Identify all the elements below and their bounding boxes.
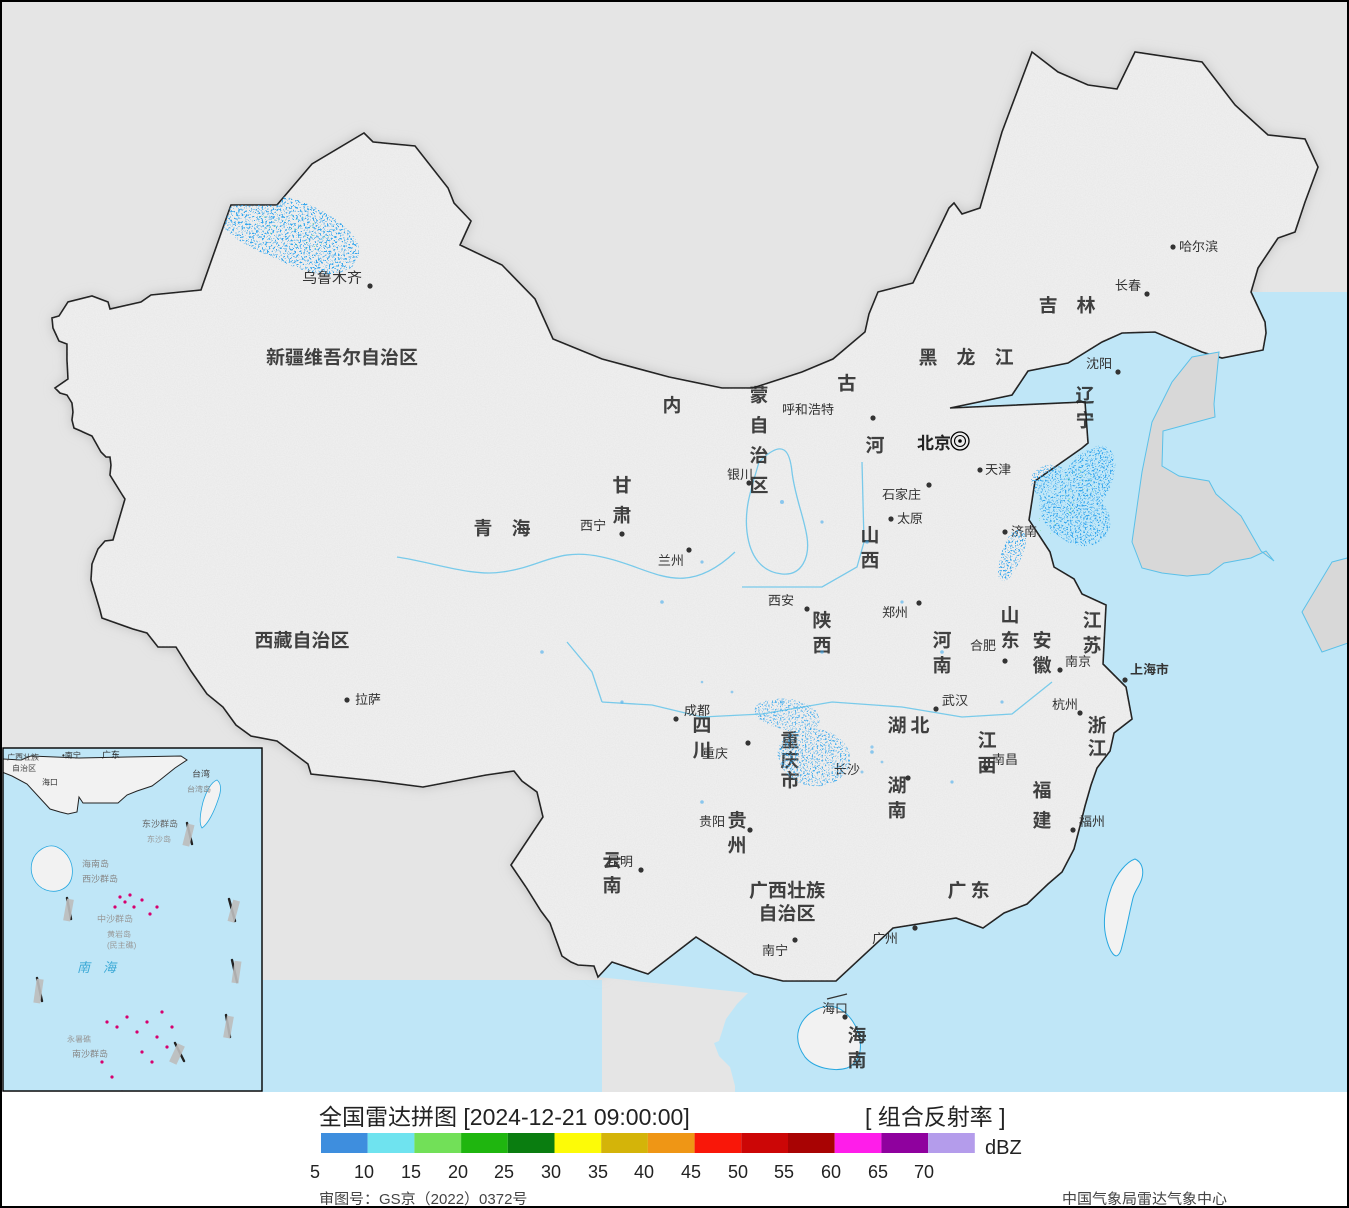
svg-text:南京: 南京 [1065,654,1091,669]
svg-text:海南岛: 海南岛 [82,859,109,869]
svg-text:湖: 湖 [887,716,906,737]
svg-text:西宁: 西宁 [580,518,606,533]
svg-text:南: 南 [932,656,951,677]
svg-text:安: 安 [1032,630,1051,652]
svg-text:南: 南 [847,1051,866,1072]
svg-text:广: 广 [947,880,966,902]
svg-text:武汉: 武汉 [942,693,968,708]
svg-text:沈阳: 沈阳 [1086,356,1112,371]
svg-text:宁: 宁 [1075,410,1094,432]
svg-text:湖: 湖 [887,776,906,797]
svg-text:南沙群岛: 南沙群岛 [72,1049,108,1059]
svg-text:银川: 银川 [727,467,753,482]
svg-text:肃: 肃 [612,506,631,527]
svg-text:•南宁: •南宁 [62,751,81,760]
svg-text:古: 古 [837,374,856,395]
svg-text:天津: 天津 [985,462,1011,477]
svg-text:东沙群岛: 东沙群岛 [142,819,178,829]
svg-text:青 海: 青 海 [473,518,530,540]
svg-text:南: 南 [887,801,906,822]
svg-text:广东: 广东 [102,750,120,760]
svg-text:东: 东 [1000,630,1019,652]
svg-text:昆明: 昆明 [607,854,633,869]
svg-text:河: 河 [932,631,951,652]
svg-text:(民主礁): (民主礁) [107,941,137,950]
svg-text:新疆维吾尔自治区: 新疆维吾尔自治区 [266,347,418,369]
svg-text:中沙群岛: 中沙群岛 [97,914,133,924]
svg-text:甘: 甘 [612,476,631,497]
svg-text:自: 自 [749,415,768,437]
svg-text:贵: 贵 [727,811,746,832]
svg-text:北京: 北京 [917,434,951,453]
svg-text:南: 南 [602,876,621,897]
svg-text:河: 河 [865,436,884,457]
svg-text:海: 海 [847,1025,866,1047]
svg-text:永暑礁: 永暑礁 [67,1035,91,1044]
svg-text:海口: 海口 [42,778,58,787]
svg-text:江: 江 [1082,610,1101,632]
svg-text:江: 江 [1087,738,1106,760]
svg-text:呼和浩特: 呼和浩特 [782,402,834,417]
svg-text:南昌: 南昌 [992,752,1018,767]
svg-text:兰州: 兰州 [658,553,684,568]
svg-text:建: 建 [1032,811,1051,832]
svg-text:东沙岛: 东沙岛 [147,835,171,844]
svg-text:治: 治 [749,445,768,467]
svg-text:江: 江 [977,730,996,752]
svg-text:自治区: 自治区 [12,764,36,773]
svg-text:陕: 陕 [812,611,831,632]
svg-text:徽: 徽 [1032,655,1051,677]
svg-text:台湾岛: 台湾岛 [187,785,211,794]
svg-text:长春: 长春 [1115,278,1141,293]
svg-text:吉 林: 吉 林 [1038,296,1095,317]
svg-text:四: 四 [692,716,711,737]
svg-text:石家庄: 石家庄 [882,487,921,502]
svg-text:自治区: 自治区 [758,903,815,925]
svg-text:山: 山 [1000,606,1019,627]
svg-text:南 海: 南 海 [77,960,118,975]
svg-text:台湾: 台湾 [192,769,210,779]
svg-text:太原: 太原 [897,511,923,526]
svg-text:杭州: 杭州 [1052,697,1078,712]
svg-text:郑州: 郑州 [882,605,908,620]
svg-text:内: 内 [662,396,681,417]
svg-text:福州: 福州 [1079,814,1105,829]
svg-text:海口: 海口 [822,1001,848,1016]
svg-text:蒙: 蒙 [749,385,768,407]
svg-text:贵阳: 贵阳 [699,814,725,829]
svg-text:西藏自治区: 西藏自治区 [254,630,349,652]
svg-text:西: 西 [812,636,831,657]
svg-text:西: 西 [860,551,879,572]
svg-text:哈尔滨: 哈尔滨 [1179,239,1218,254]
svg-text:广州: 广州 [872,931,898,946]
svg-text:上海市: 上海市 [1130,662,1169,677]
svg-text:成都: 成都 [684,703,710,718]
svg-text:辽: 辽 [1075,386,1094,407]
svg-text:重庆: 重庆 [702,746,728,761]
svg-text:广西壮族: 广西壮族 [7,752,39,762]
svg-text:福: 福 [1032,781,1051,802]
svg-text:西沙群岛: 西沙群岛 [82,874,118,884]
svg-text:西安: 西安 [768,593,794,608]
svg-text:黄岩岛: 黄岩岛 [107,930,131,939]
svg-text:浙: 浙 [1087,715,1106,737]
svg-text:黑 龙 江: 黑 龙 江 [918,347,1013,369]
svg-text:拉萨: 拉萨 [355,692,381,707]
svg-text:南宁: 南宁 [762,943,788,958]
svg-text:北: 北 [910,716,929,737]
svg-text:广西壮族: 广西壮族 [749,880,825,902]
svg-text:州: 州 [727,835,746,857]
svg-text:山: 山 [860,526,879,547]
svg-text:合肥: 合肥 [970,638,996,653]
svg-text:东: 东 [970,880,989,902]
